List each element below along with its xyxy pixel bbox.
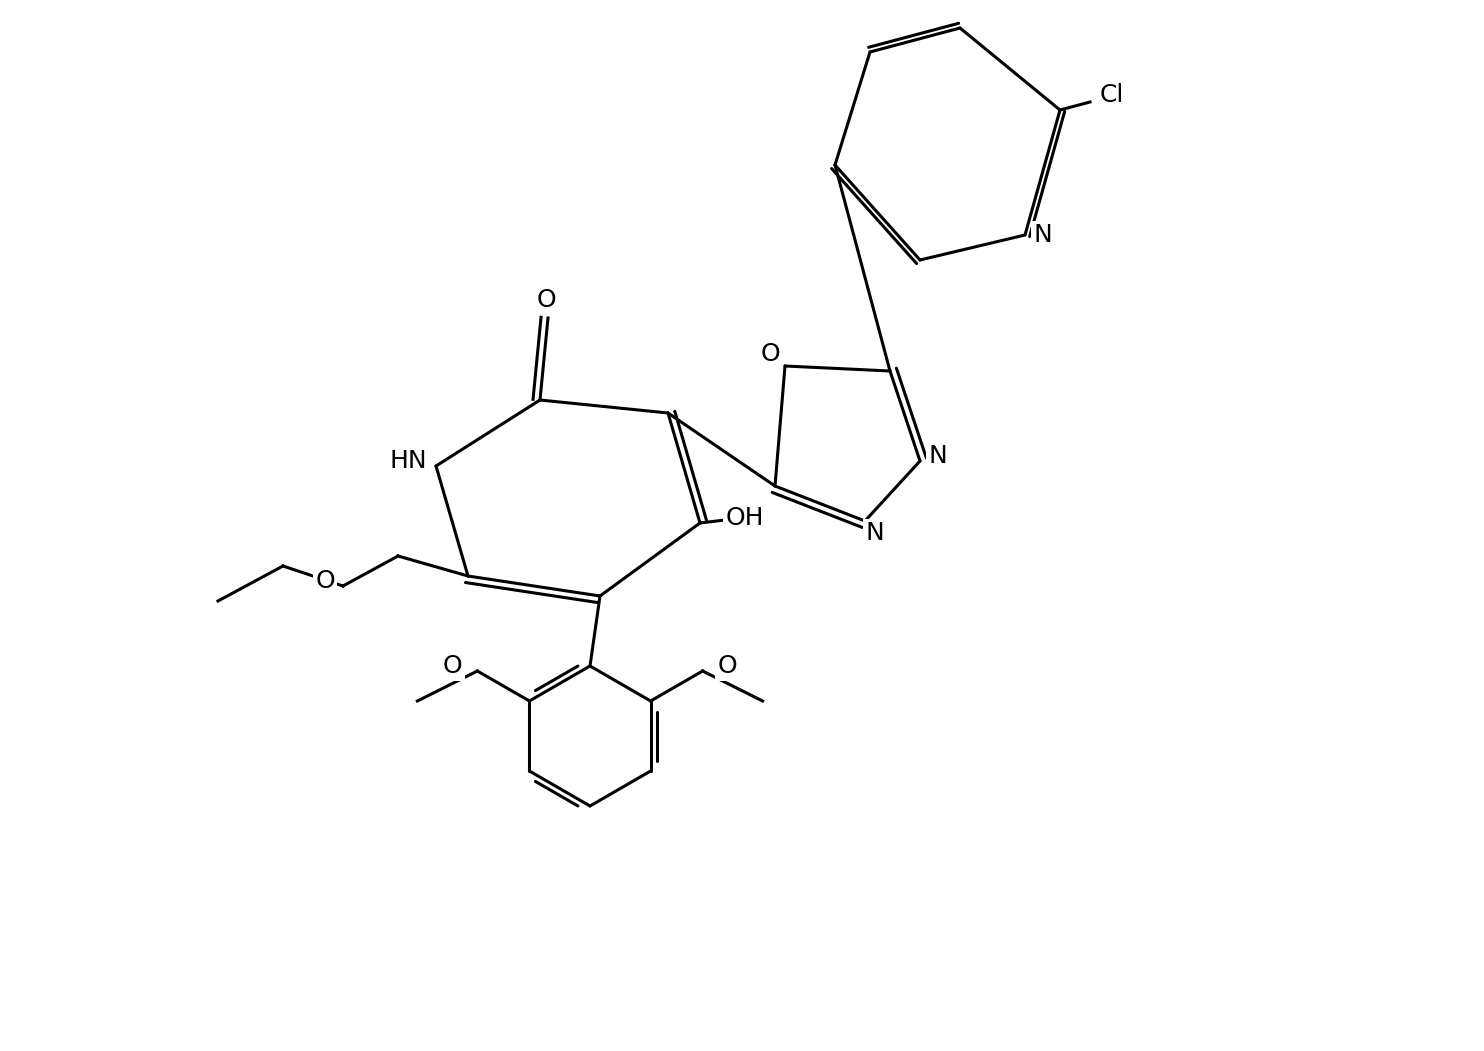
Text: O: O [442, 654, 462, 678]
Text: N: N [1034, 223, 1052, 247]
Text: HN: HN [389, 449, 427, 473]
Text: O: O [718, 654, 738, 678]
Text: N: N [929, 444, 947, 468]
Text: N: N [865, 521, 884, 545]
Text: OH: OH [726, 506, 764, 530]
Text: O: O [315, 569, 335, 593]
Text: Cl: Cl [1100, 83, 1125, 107]
Text: O: O [536, 288, 556, 312]
Text: O: O [760, 342, 779, 366]
